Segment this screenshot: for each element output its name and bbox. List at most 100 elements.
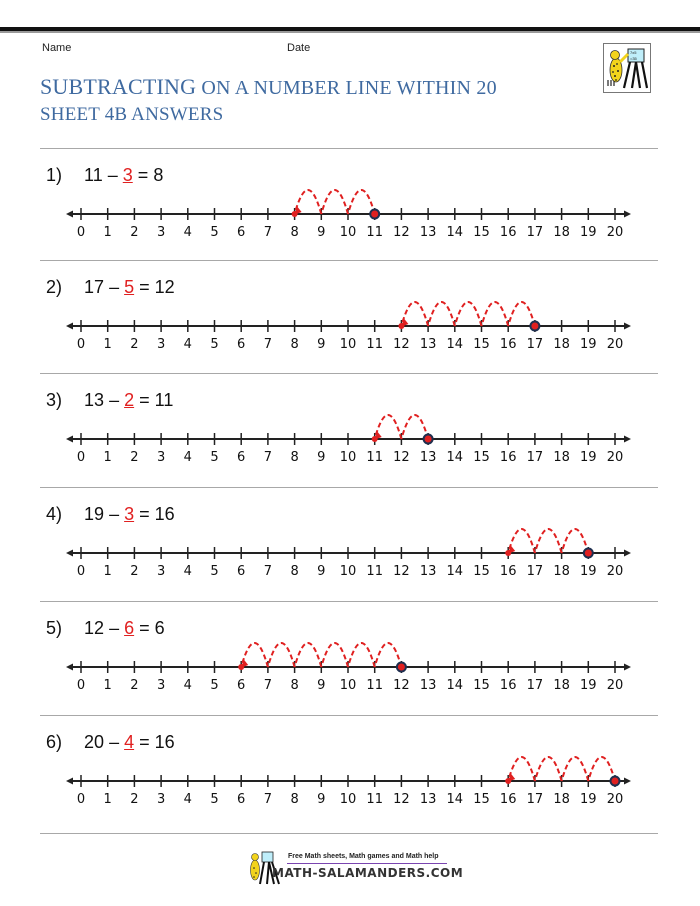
page-subtitle: SHEET 4B ANSWERS <box>40 104 224 125</box>
svg-text:20: 20 <box>607 225 624 240</box>
svg-text:19: 19 <box>580 792 597 807</box>
equals-sign: = <box>139 618 150 638</box>
divider <box>40 833 658 834</box>
minus-sign: – <box>109 732 120 752</box>
minuend: 17 <box>84 277 105 297</box>
answer-subtrahend: 6 <box>124 618 135 638</box>
svg-text:16: 16 <box>500 225 517 240</box>
svg-text:2: 2 <box>130 678 138 693</box>
top-rule <box>0 27 700 31</box>
svg-text:12: 12 <box>393 564 410 579</box>
svg-text:11: 11 <box>366 564 383 579</box>
svg-text:10: 10 <box>340 337 357 352</box>
svg-text:13: 13 <box>420 450 437 465</box>
svg-text:14: 14 <box>447 337 464 352</box>
footer-brand: MATH-SALAMANDERS.COM <box>272 866 464 880</box>
svg-text:18: 18 <box>553 225 570 240</box>
svg-text:6: 6 <box>237 337 245 352</box>
number-line: 0 1 2 3 4 5 6 7 8 9 10 11 12 13 14 15 16 17 18 19 20 <box>66 301 631 352</box>
svg-text:19: 19 <box>580 678 597 693</box>
svg-text:9: 9 <box>317 337 325 352</box>
svg-text:12: 12 <box>393 678 410 693</box>
equation: 3) 13 – 2 = 11 <box>46 390 173 411</box>
svg-text:16: 16 <box>500 678 517 693</box>
svg-text:15: 15 <box>473 225 490 240</box>
svg-text:0: 0 <box>77 337 85 352</box>
answer-subtrahend: 4 <box>124 732 135 752</box>
problem-2: 2) 17 – 5 = 12 0 1 2 3 4 5 6 7 8 9 10 11 12 13 14 15 16 1… <box>0 277 700 377</box>
svg-text:5: 5 <box>210 792 218 807</box>
svg-text:1: 1 <box>104 792 112 807</box>
svg-text:1: 1 <box>104 450 112 465</box>
svg-text:17: 17 <box>527 337 544 352</box>
svg-text:16: 16 <box>500 564 517 579</box>
svg-text:17: 17 <box>527 792 544 807</box>
equals-sign: = <box>139 732 150 752</box>
svg-text:19: 19 <box>580 225 597 240</box>
svg-text:15: 15 <box>473 564 490 579</box>
svg-text:3: 3 <box>157 792 165 807</box>
svg-text:8: 8 <box>290 337 298 352</box>
result: 16 <box>154 732 175 752</box>
svg-text:10: 10 <box>340 678 357 693</box>
svg-text:6: 6 <box>237 678 245 693</box>
minuend: 13 <box>84 390 105 410</box>
minuend: 12 <box>84 618 105 638</box>
svg-text:7x5: 7x5 <box>630 50 637 55</box>
svg-text:20: 20 <box>607 450 624 465</box>
svg-text:8: 8 <box>290 450 298 465</box>
svg-text:17: 17 <box>527 450 544 465</box>
svg-text:16: 16 <box>500 450 517 465</box>
svg-text:7: 7 <box>264 678 272 693</box>
svg-text:7: 7 <box>264 225 272 240</box>
svg-text:18: 18 <box>553 792 570 807</box>
svg-text:11: 11 <box>366 225 383 240</box>
svg-text:0: 0 <box>77 564 85 579</box>
title-rest: ON A NUMBER LINE WITHIN 20 <box>196 77 497 99</box>
svg-text:10: 10 <box>340 792 357 807</box>
svg-text:13: 13 <box>420 337 437 352</box>
svg-text:18: 18 <box>553 337 570 352</box>
svg-text:20: 20 <box>607 564 624 579</box>
problem-3: 3) 13 – 2 = 11 0 1 2 3 4 5 6 7 8 9 10 11 12 13 14 15 16 1… <box>0 390 700 490</box>
title-first-word: SUBTRACTING <box>40 74 197 99</box>
svg-text:4: 4 <box>184 225 192 240</box>
salamander-at-easel-icon: 7x5 =35 <box>603 43 651 93</box>
answer-subtrahend: 3 <box>122 165 133 185</box>
salamander-logo-icon <box>250 851 280 885</box>
answer-subtrahend: 2 <box>124 390 135 410</box>
number-line: 0 1 2 3 4 5 6 7 8 9 10 11 12 13 14 15 16 17 18 19 20 <box>66 189 631 240</box>
svg-text:8: 8 <box>290 225 298 240</box>
svg-text:9: 9 <box>317 225 325 240</box>
date-label: Date <box>287 42 311 54</box>
svg-text:9: 9 <box>317 564 325 579</box>
problem-6: 6) 20 – 4 = 16 0 1 2 3 4 5 6 7 8 9 10 11 12 13 14 15 16 1… <box>0 732 700 832</box>
svg-text:14: 14 <box>447 564 464 579</box>
svg-text:8: 8 <box>290 678 298 693</box>
svg-text:20: 20 <box>607 792 624 807</box>
svg-text:6: 6 <box>237 792 245 807</box>
svg-text:6: 6 <box>237 225 245 240</box>
svg-text:14: 14 <box>447 450 464 465</box>
svg-text:1: 1 <box>104 337 112 352</box>
svg-text:0: 0 <box>77 450 85 465</box>
name-label: Name <box>42 42 72 54</box>
svg-text:5: 5 <box>210 225 218 240</box>
answer-subtrahend: 5 <box>124 277 135 297</box>
footer-tagline: Free Math sheets, Math games and Math he… <box>288 853 439 860</box>
svg-text:4: 4 <box>184 792 192 807</box>
svg-text:4: 4 <box>184 678 192 693</box>
minus-sign: – <box>109 504 120 524</box>
minus-sign: – <box>107 165 118 185</box>
equation: 6) 20 – 4 = 16 <box>46 732 175 753</box>
svg-text:2: 2 <box>130 337 138 352</box>
svg-text:1: 1 <box>104 564 112 579</box>
equation: 2) 17 – 5 = 12 <box>46 277 175 298</box>
divider <box>40 715 658 716</box>
svg-text:10: 10 <box>340 564 357 579</box>
svg-text:5: 5 <box>210 450 218 465</box>
problem-number: 4) <box>46 504 63 524</box>
svg-text:14: 14 <box>447 792 464 807</box>
svg-text:15: 15 <box>473 450 490 465</box>
svg-text:17: 17 <box>527 678 544 693</box>
